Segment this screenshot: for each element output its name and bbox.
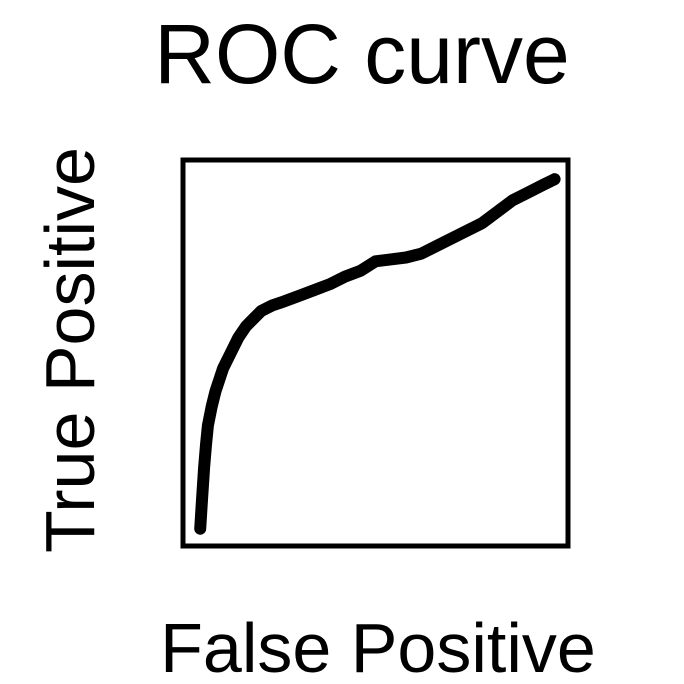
- series-layer: [194, 173, 561, 535]
- x-axis-label: False Positive: [160, 609, 596, 684]
- chart-title: ROC curve: [154, 7, 569, 101]
- y-axis-label: True Positive: [31, 147, 109, 553]
- roc-curve-line-0: [194, 173, 561, 535]
- plot-frame: [180, 157, 571, 549]
